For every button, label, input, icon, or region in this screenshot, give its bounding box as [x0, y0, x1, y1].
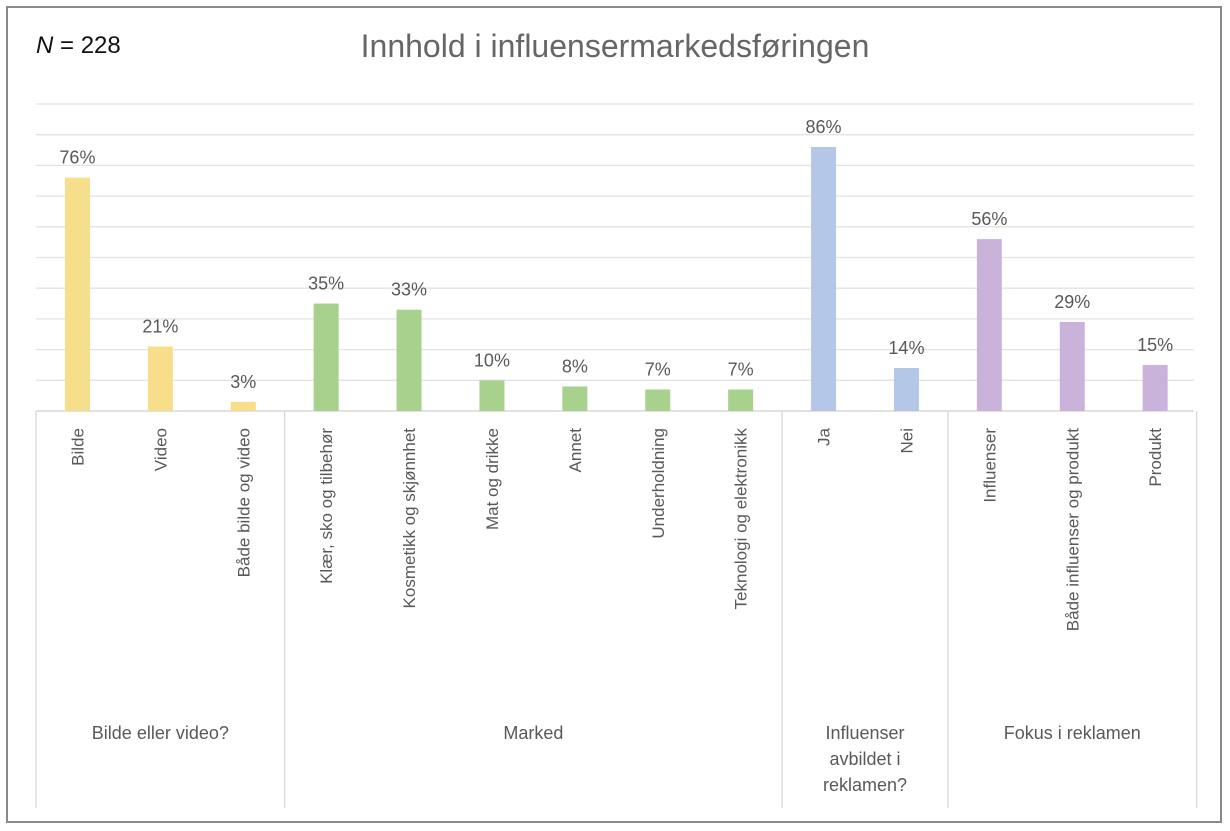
- bar: [728, 389, 754, 411]
- data-label: 56%: [971, 209, 1007, 229]
- chart-frame: [6, 6, 1222, 823]
- chart-title: Innhold i influensermarkedsføringen: [360, 28, 870, 64]
- data-label: 10%: [474, 350, 510, 370]
- group-label: reklamen?: [823, 775, 907, 795]
- bar: [396, 309, 422, 411]
- data-label: 7%: [645, 360, 671, 380]
- sample-size-label: N = 228: [36, 32, 121, 60]
- data-label: 29%: [1054, 292, 1090, 312]
- data-label: 33%: [391, 280, 427, 300]
- category-label: Mat og drikke: [483, 428, 502, 530]
- category-label: Influenser: [980, 428, 999, 503]
- bar: [313, 303, 339, 411]
- data-label: 8%: [562, 356, 588, 376]
- bar: [230, 401, 256, 411]
- data-label: 86%: [806, 117, 842, 137]
- bar: [1059, 321, 1085, 411]
- data-label: 35%: [308, 274, 344, 294]
- data-label: 21%: [142, 317, 178, 337]
- bar: [64, 177, 90, 411]
- bar: [1142, 364, 1168, 411]
- group-label: avbildet i: [829, 749, 900, 769]
- data-label: 14%: [888, 338, 924, 358]
- data-label: 76%: [59, 148, 95, 168]
- data-label: 7%: [728, 360, 754, 380]
- category-label: Klær, sko og tilbehør: [317, 428, 336, 584]
- sample-size-value: = 228: [60, 32, 121, 59]
- category-label: Både influenser og produkt: [1063, 428, 1082, 631]
- bar: [562, 386, 588, 411]
- bar: [645, 389, 671, 411]
- sample-size-symbol: N: [36, 32, 54, 59]
- category-label: Underholdning: [649, 428, 668, 539]
- group-label: Bilde eller video?: [92, 723, 229, 743]
- category-label: Teknologi og elektronikk: [732, 428, 751, 610]
- category-label: Bilde: [68, 428, 87, 466]
- bar: [147, 346, 173, 411]
- category-label: Ja: [815, 427, 834, 446]
- bar: [893, 368, 919, 411]
- category-label: Produkt: [1146, 428, 1165, 487]
- group-label: Influenser: [825, 723, 904, 743]
- bar: [479, 380, 505, 411]
- category-label: Video: [151, 428, 170, 471]
- group-label: Fokus i reklamen: [1004, 723, 1141, 743]
- data-label: 3%: [230, 372, 256, 392]
- data-label: 15%: [1137, 335, 1173, 355]
- bar: [811, 146, 837, 412]
- group-label: Marked: [503, 723, 563, 743]
- category-label: Både bilde og video: [234, 428, 253, 577]
- category-label: Kosmetikk og skjønnhet: [400, 428, 419, 609]
- category-label: Annet: [566, 428, 585, 473]
- bar: [976, 239, 1002, 411]
- category-label: Nei: [897, 428, 916, 454]
